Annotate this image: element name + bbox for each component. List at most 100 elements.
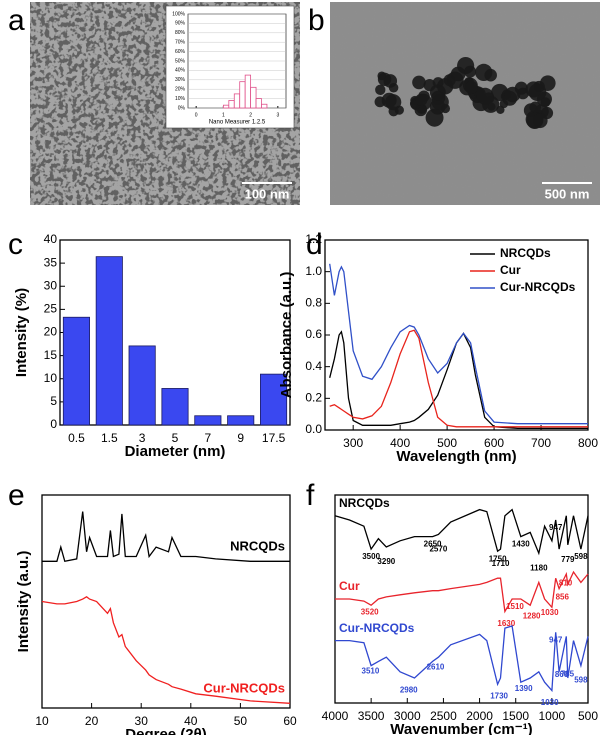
x-tick-label: 2500 bbox=[430, 709, 457, 723]
peak-label: 1280 bbox=[523, 612, 541, 621]
particle bbox=[412, 75, 426, 90]
x-tick-label: 4000 bbox=[322, 709, 349, 723]
histogram-bar bbox=[250, 86, 257, 109]
particle bbox=[375, 84, 386, 95]
peak-label: 3510 bbox=[362, 666, 380, 675]
x-tick-label: 1.5 bbox=[101, 431, 118, 445]
bar bbox=[260, 373, 288, 426]
series-label: NRCQDs bbox=[230, 539, 285, 554]
x-tick-label: 1 bbox=[222, 112, 225, 118]
peak-label: 785 bbox=[561, 669, 575, 678]
x-tick-label: 3 bbox=[139, 431, 146, 445]
series-line bbox=[41, 596, 291, 704]
peak-label: 2980 bbox=[400, 686, 418, 695]
x-axis-label: Wavenumber (cm⁻¹) bbox=[390, 721, 532, 735]
panel-label: d bbox=[306, 228, 323, 261]
inset-background bbox=[165, 5, 295, 129]
peak-label: 1630 bbox=[497, 619, 515, 628]
histogram-bar bbox=[261, 103, 268, 109]
y-tick-label: 90% bbox=[175, 21, 186, 27]
y-tick-label: 5 bbox=[50, 394, 57, 408]
x-tick-label: 30 bbox=[135, 714, 149, 728]
particle bbox=[377, 72, 392, 86]
y-tick-label: 30 bbox=[44, 278, 58, 292]
x-tick-label: 300 bbox=[343, 436, 363, 450]
x-tick-label: 600 bbox=[484, 436, 504, 450]
x-axis-label: Wavelength (nm) bbox=[396, 448, 516, 465]
series-line bbox=[329, 263, 588, 425]
series-line bbox=[335, 625, 589, 693]
x-axis-label: Degree (2θ) bbox=[125, 726, 206, 735]
legend-label: Cur bbox=[500, 263, 521, 277]
y-tick-label: 0.4 bbox=[305, 359, 322, 373]
bar bbox=[161, 388, 189, 426]
peak-label: 598 bbox=[574, 552, 588, 561]
y-axis-label: Intensity (%) bbox=[13, 288, 30, 377]
series-line bbox=[42, 511, 290, 563]
y-tick-label: 0 bbox=[50, 417, 57, 431]
x-tick-label: 2000 bbox=[466, 709, 493, 723]
peak-label: 1710 bbox=[492, 559, 510, 568]
x-tick-label: 1500 bbox=[502, 709, 529, 723]
x-tick-label: 5 bbox=[172, 431, 179, 445]
particle bbox=[504, 86, 521, 103]
x-tick-label: 7 bbox=[205, 431, 212, 445]
panel-label: e bbox=[8, 479, 25, 512]
panel-label: c bbox=[8, 228, 23, 261]
y-axis-label: Intensity (a.u.) bbox=[15, 551, 32, 653]
y-tick-label: 20 bbox=[44, 325, 58, 339]
y-tick-label: 70% bbox=[175, 40, 186, 46]
x-tick-label: 3500 bbox=[358, 709, 385, 723]
peak-label: 1750 bbox=[489, 554, 507, 563]
x-axis-label: Diameter (nm) bbox=[125, 443, 226, 460]
peak-label: 947 bbox=[549, 635, 563, 644]
y-tick-label: 10 bbox=[44, 371, 58, 385]
peak-label: 1510 bbox=[506, 602, 524, 611]
peak-label: 810 bbox=[559, 579, 573, 588]
y-tick-label: 0% bbox=[178, 105, 186, 111]
x-axis-label: Nano Measurer 1.2.5 bbox=[209, 120, 266, 126]
particle bbox=[450, 66, 466, 82]
y-tick-label: 100% bbox=[172, 11, 185, 17]
y-tick-label: 30% bbox=[175, 77, 186, 83]
peak-label: 2610 bbox=[427, 662, 445, 671]
y-tick-label: 15 bbox=[44, 348, 58, 362]
x-tick-label: 3 bbox=[276, 112, 279, 118]
peak-label: 779 bbox=[561, 555, 575, 564]
peak-label: 947 bbox=[549, 523, 563, 532]
y-tick-label: 0.0 bbox=[305, 422, 322, 436]
legend-label: Cur-NRCQDs bbox=[500, 280, 576, 294]
x-tick-label: 700 bbox=[531, 436, 551, 450]
series-line bbox=[329, 330, 588, 430]
y-tick-label: 35 bbox=[44, 255, 58, 269]
histogram-bar bbox=[255, 98, 262, 109]
bar bbox=[227, 415, 255, 426]
peak-label: 1030 bbox=[541, 698, 559, 707]
x-tick-label: 500 bbox=[578, 709, 598, 723]
series-line bbox=[335, 570, 589, 614]
particle bbox=[476, 87, 494, 105]
peak-label: 1730 bbox=[490, 691, 508, 700]
y-axis-label: Absorbance (a.u.) bbox=[278, 272, 295, 399]
particle bbox=[475, 63, 493, 82]
particle bbox=[429, 84, 446, 101]
x-tick-label: 1000 bbox=[539, 709, 566, 723]
scale-bar-label: 500 nm bbox=[545, 186, 590, 201]
y-tick-label: 0.8 bbox=[305, 296, 322, 310]
y-tick-label: 25 bbox=[44, 302, 58, 316]
y-tick-label: 1.0 bbox=[305, 264, 322, 278]
particle bbox=[540, 97, 551, 108]
x-tick-label: 17.5 bbox=[262, 431, 286, 445]
histogram-bar bbox=[228, 100, 235, 109]
series-line bbox=[334, 508, 589, 556]
particle bbox=[539, 75, 556, 91]
plot-frame bbox=[41, 494, 291, 709]
y-tick-label: 1.2 bbox=[305, 232, 322, 246]
panel-label: f bbox=[306, 479, 315, 512]
series-line bbox=[329, 329, 588, 428]
particle bbox=[464, 80, 478, 94]
panel-label: b bbox=[308, 4, 325, 37]
x-tick-label: 400 bbox=[390, 436, 410, 450]
histogram-bar bbox=[244, 74, 252, 109]
